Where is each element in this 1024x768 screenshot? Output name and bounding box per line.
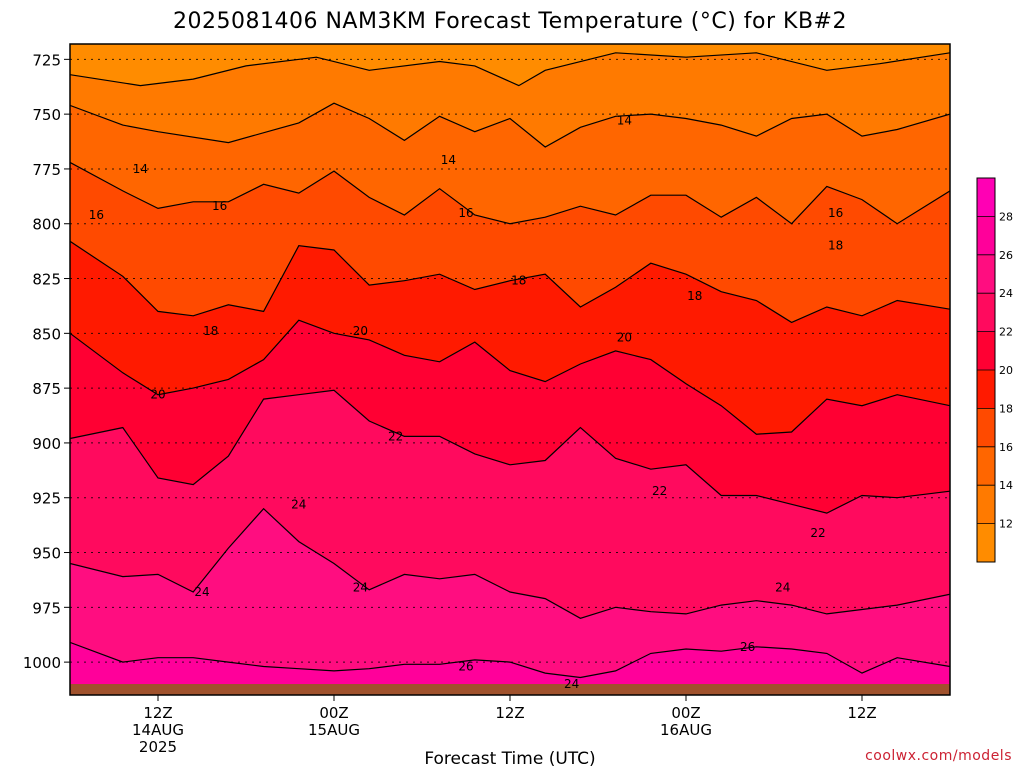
colorbar-label: 12 xyxy=(999,518,1013,531)
contour-24 xyxy=(70,507,950,619)
contour-label: 26 xyxy=(740,640,755,654)
contour-label: 24 xyxy=(353,581,368,595)
contour-label: 20 xyxy=(617,331,632,345)
contour-18 xyxy=(70,240,950,324)
x-tick-label: 00Z xyxy=(319,704,348,722)
contour-label: 18 xyxy=(687,289,702,303)
colorbar-segment xyxy=(977,254,995,294)
contour-14 xyxy=(70,102,950,148)
colorbar-label: 18 xyxy=(999,402,1013,415)
contour-16 xyxy=(70,161,950,225)
y-tick-label: 800 xyxy=(32,216,61,234)
contour-label: 20 xyxy=(353,324,368,338)
colorbar-segment xyxy=(977,446,995,486)
contour-label: 24 xyxy=(564,677,579,691)
contour-label: 18 xyxy=(511,274,526,288)
contour-label: 22 xyxy=(810,526,825,540)
x-tick-label: 2025 xyxy=(139,738,177,756)
y-tick-label: 750 xyxy=(32,106,61,124)
x-tick-label: 12Z xyxy=(847,704,876,722)
contour-22 xyxy=(70,389,950,514)
temperature-bands xyxy=(70,44,950,695)
contour-label: 16 xyxy=(458,206,473,220)
contour-label: 24 xyxy=(291,497,306,511)
contour-20 xyxy=(70,319,950,435)
colorbar-label: 22 xyxy=(999,326,1013,339)
y-tick-label: 950 xyxy=(32,545,61,563)
contour-label: 16 xyxy=(212,199,227,213)
x-tick-label: 00Z xyxy=(671,704,700,722)
contour-label: 22 xyxy=(652,484,667,498)
plot-area xyxy=(70,44,950,695)
contour-26 xyxy=(70,641,950,679)
y-tick-label: 900 xyxy=(32,435,61,453)
x-tick-label: 12Z xyxy=(495,704,524,722)
contour-label: 14 xyxy=(617,114,632,128)
x-tick-label: 15AUG xyxy=(308,721,360,739)
colorbar-segment xyxy=(977,485,995,524)
colorbar-label: 14 xyxy=(999,479,1013,492)
y-tick-label: 850 xyxy=(32,325,61,343)
contour-label: 16 xyxy=(828,206,843,220)
contour-label: 20 xyxy=(150,388,165,402)
credit-text: coolwx.com/models xyxy=(865,748,1012,764)
y-tick-label: 975 xyxy=(32,599,61,617)
contour-12 xyxy=(70,52,950,87)
y-tick-label: 875 xyxy=(32,380,61,398)
colorbar-segment xyxy=(977,408,995,447)
colorbar-label: 28 xyxy=(999,210,1013,223)
chart-title: 2025081406 NAM3KM Forecast Temperature (… xyxy=(173,9,847,34)
x-axis-label: Forecast Time (UTC) xyxy=(424,749,595,768)
contour-labels: 14 14 14 16 16 16 16 18 18 18 18 20 20 20 22 22 22 24 24 24… xyxy=(89,114,843,691)
colorbar-segment xyxy=(977,178,995,217)
contour-label: 14 xyxy=(133,162,148,176)
y-tick-label: 725 xyxy=(32,51,61,69)
contour-label: 24 xyxy=(194,585,209,599)
x-tick-label: 14AUG xyxy=(132,721,184,739)
band-below-14 xyxy=(70,44,950,147)
contour-label: 16 xyxy=(89,208,104,222)
colorbar-label: 24 xyxy=(999,287,1013,300)
contour-label: 18 xyxy=(203,324,218,338)
contour-label: 18 xyxy=(828,239,843,253)
colorbar-segment xyxy=(977,293,995,332)
colorbar: 12 14 16 18 20 22 24 26 28 xyxy=(976,177,1013,563)
y-axis: 725 750 775 800 825 850 875 900 925 950 975 1000 xyxy=(23,51,70,672)
contour-label: 26 xyxy=(458,660,473,674)
contour-label: 24 xyxy=(775,581,790,595)
colorbar-label: 16 xyxy=(999,441,1013,454)
ground-surface xyxy=(70,684,950,695)
colorbar-segment xyxy=(977,370,995,409)
colorbar-segment xyxy=(977,216,995,255)
contour-lines xyxy=(70,52,950,679)
y-tick-label: 1000 xyxy=(23,654,61,672)
x-tick-label: 16AUG xyxy=(660,721,712,739)
colorbar-segment xyxy=(977,523,995,562)
colorbar-label: 26 xyxy=(999,249,1013,262)
colorbar-segment xyxy=(977,331,995,370)
contour-label: 14 xyxy=(441,153,456,167)
x-tick-label: 12Z xyxy=(143,704,172,722)
contour-label: 22 xyxy=(388,429,403,443)
y-tick-label: 775 xyxy=(32,161,61,179)
y-tick-label: 925 xyxy=(32,490,61,508)
y-tick-label: 825 xyxy=(32,271,61,289)
colorbar-label: 20 xyxy=(999,364,1013,377)
